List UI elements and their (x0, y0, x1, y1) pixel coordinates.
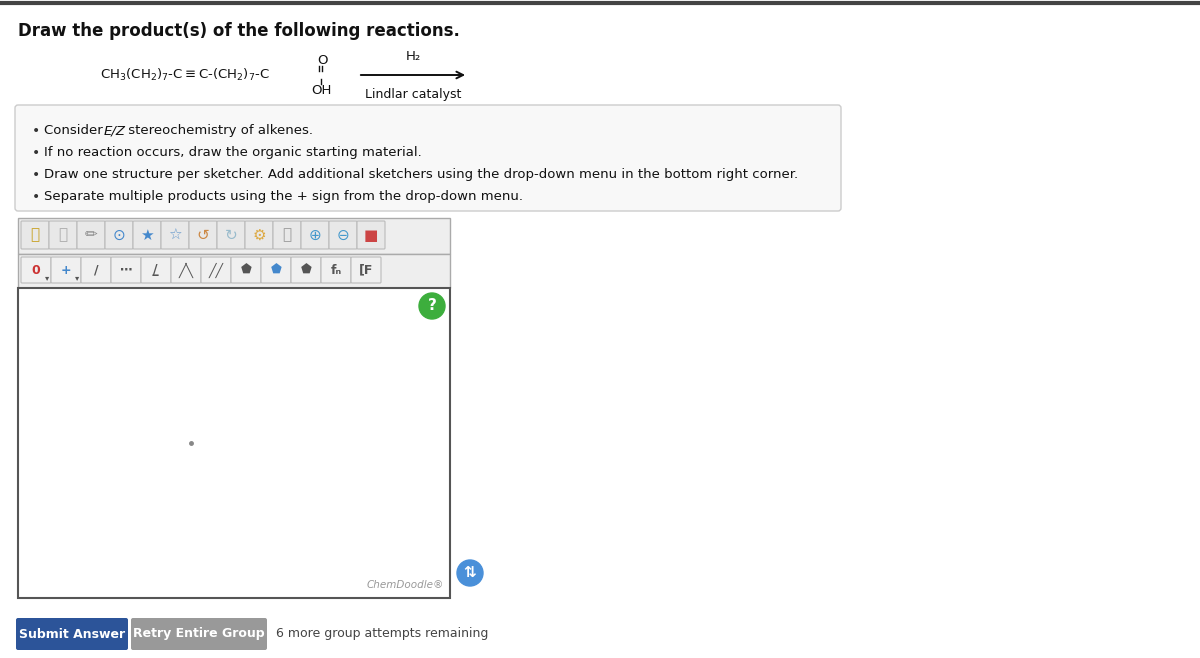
Text: Retry Entire Group: Retry Entire Group (133, 628, 265, 640)
FancyBboxPatch shape (131, 618, 266, 650)
Text: •: • (32, 146, 41, 160)
FancyBboxPatch shape (292, 257, 322, 283)
FancyBboxPatch shape (230, 257, 262, 283)
Text: 🧴: 🧴 (59, 228, 67, 243)
FancyBboxPatch shape (49, 221, 77, 249)
Text: fₙ: fₙ (330, 263, 342, 276)
Text: ↺: ↺ (197, 228, 209, 243)
FancyBboxPatch shape (190, 221, 217, 249)
Bar (18, 218, 450, 254)
FancyBboxPatch shape (22, 221, 49, 249)
Text: ⎘: ⎘ (282, 228, 292, 243)
FancyBboxPatch shape (82, 257, 112, 283)
FancyBboxPatch shape (217, 221, 245, 249)
FancyBboxPatch shape (133, 221, 161, 249)
Text: ╱╱: ╱╱ (209, 263, 223, 278)
Text: ⊖: ⊖ (337, 228, 349, 243)
FancyBboxPatch shape (322, 257, 352, 283)
Circle shape (457, 560, 482, 586)
Text: ▾: ▾ (74, 274, 79, 282)
Text: CH$_3$(CH$_2$)$_7$-C$\equiv$C-(CH$_2$)$_7$-C: CH$_3$(CH$_2$)$_7$-C$\equiv$C-(CH$_2$)$_… (100, 67, 270, 83)
Text: ⊕: ⊕ (308, 228, 322, 243)
Text: ⇅: ⇅ (463, 565, 476, 580)
FancyBboxPatch shape (142, 257, 172, 283)
FancyBboxPatch shape (352, 257, 382, 283)
Text: 0: 0 (31, 263, 41, 276)
Text: /̲: /̲ (154, 263, 158, 276)
Text: ✋: ✋ (30, 228, 40, 243)
Text: ╱╲: ╱╲ (179, 263, 193, 278)
Text: ⬟: ⬟ (270, 263, 282, 276)
Text: Lindlar catalyst: Lindlar catalyst (365, 88, 461, 101)
Bar (18, 254, 450, 288)
FancyBboxPatch shape (262, 257, 292, 283)
Text: •: • (32, 124, 41, 138)
Text: OH: OH (311, 84, 331, 97)
Text: Submit Answer: Submit Answer (19, 628, 125, 640)
Text: ?: ? (427, 299, 437, 313)
Text: ✏: ✏ (85, 228, 97, 243)
FancyBboxPatch shape (202, 257, 230, 283)
Text: E/Z: E/Z (104, 124, 126, 137)
Text: [F: [F (359, 263, 373, 276)
FancyBboxPatch shape (22, 257, 50, 283)
Text: Draw the product(s) of the following reactions.: Draw the product(s) of the following rea… (18, 22, 460, 40)
Text: H₂: H₂ (406, 50, 421, 63)
Text: If no reaction occurs, draw the organic starting material.: If no reaction occurs, draw the organic … (44, 146, 421, 159)
Text: ★: ★ (140, 228, 154, 243)
Text: ⬟: ⬟ (300, 263, 312, 276)
FancyBboxPatch shape (77, 221, 106, 249)
Text: 6 more group attempts remaining: 6 more group attempts remaining (276, 628, 488, 640)
Text: •: • (32, 190, 41, 204)
Text: ⋯: ⋯ (120, 263, 132, 276)
FancyBboxPatch shape (329, 221, 358, 249)
Text: ⊙: ⊙ (113, 228, 125, 243)
Text: ↻: ↻ (224, 228, 238, 243)
Text: ⬟: ⬟ (240, 263, 252, 276)
Text: ⚙: ⚙ (252, 228, 266, 243)
Text: stereochemistry of alkenes.: stereochemistry of alkenes. (124, 124, 313, 137)
Text: Draw one structure per sketcher. Add additional sketchers using the drop-down me: Draw one structure per sketcher. Add add… (44, 168, 798, 181)
Circle shape (419, 293, 445, 319)
FancyBboxPatch shape (112, 257, 142, 283)
Text: ☆: ☆ (168, 228, 182, 243)
Text: Separate multiple products using the + sign from the drop-down menu.: Separate multiple products using the + s… (44, 190, 523, 203)
FancyBboxPatch shape (274, 221, 301, 249)
FancyBboxPatch shape (161, 221, 190, 249)
Text: +: + (61, 263, 71, 276)
Text: •: • (32, 168, 41, 182)
FancyBboxPatch shape (106, 221, 133, 249)
FancyBboxPatch shape (50, 257, 82, 283)
FancyBboxPatch shape (301, 221, 329, 249)
Text: ChemDoodle®: ChemDoodle® (367, 580, 444, 590)
Text: O: O (317, 55, 328, 68)
Text: Consider: Consider (44, 124, 107, 137)
Text: /: / (94, 263, 98, 276)
FancyBboxPatch shape (16, 618, 128, 650)
Text: ▾: ▾ (44, 274, 49, 282)
FancyBboxPatch shape (172, 257, 202, 283)
Bar (18, 288, 450, 598)
FancyBboxPatch shape (358, 221, 385, 249)
FancyBboxPatch shape (14, 105, 841, 211)
FancyBboxPatch shape (245, 221, 274, 249)
Text: ■: ■ (364, 228, 378, 243)
